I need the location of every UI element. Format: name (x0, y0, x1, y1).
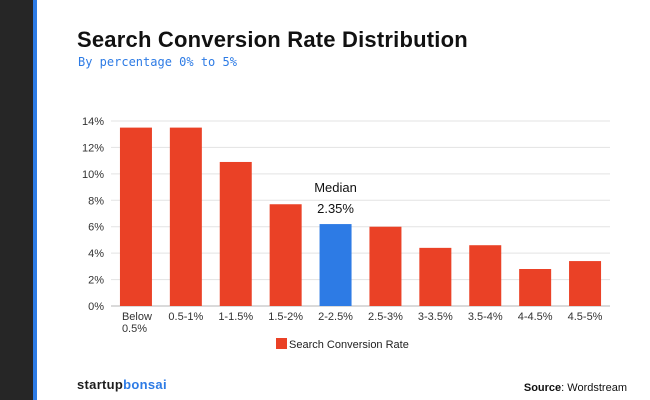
y-tick-label: 8% (88, 195, 104, 207)
bar (469, 245, 502, 306)
bar (169, 127, 202, 306)
bar (519, 269, 552, 306)
x-tick-label: 4.5-5% (568, 311, 603, 323)
x-tick-label: 1.5-2% (268, 311, 303, 323)
annotation-value: 2.35% (317, 201, 354, 216)
bar-highlighted (319, 224, 352, 306)
x-tick-label: 4-4.5% (518, 311, 553, 323)
bar (419, 247, 452, 306)
bar (269, 204, 302, 306)
brand-name-part1: startup (77, 377, 124, 392)
brand-name-part2: bonsai (123, 377, 167, 392)
legend-swatch (276, 338, 287, 349)
y-tick-label: 10% (82, 169, 104, 181)
y-tick-label: 2% (88, 275, 104, 287)
bar (569, 261, 602, 306)
bar (219, 161, 252, 306)
x-tick-label: 2.5-3% (368, 311, 403, 323)
x-tick-label: 3.5-4% (468, 311, 503, 323)
source-label: Source (523, 382, 562, 394)
source-note: Source: Wordstream (523, 382, 627, 394)
y-tick-label: 12% (82, 142, 104, 154)
y-tick-label: 0% (88, 301, 104, 313)
legend-label: Search Conversion Rate (289, 339, 409, 351)
y-tick-label: 6% (88, 222, 104, 234)
x-tick-label: 2-2.5% (318, 311, 353, 323)
page-subtitle: By percentage 0% to 5% (78, 55, 237, 69)
x-tick-label: 3-3.5% (418, 311, 453, 323)
x-tick-label: 0.5% (122, 323, 147, 335)
bar (119, 127, 152, 306)
brand-logo: startupbonsai (77, 377, 167, 392)
page-title: Search Conversion Rate Distribution (77, 27, 468, 52)
x-tick-label: 1-1.5% (218, 311, 253, 323)
y-tick-label: 14% (82, 116, 104, 128)
y-tick-label: 4% (88, 248, 104, 260)
source-value: Wordstream (567, 382, 627, 394)
annotation-label: Median (314, 180, 357, 195)
x-tick-label: Below (122, 311, 152, 323)
left-dark-strip (0, 0, 33, 400)
x-tick-label: 0.5-1% (168, 311, 203, 323)
left-accent-stripe (33, 0, 37, 400)
bar (369, 226, 402, 306)
